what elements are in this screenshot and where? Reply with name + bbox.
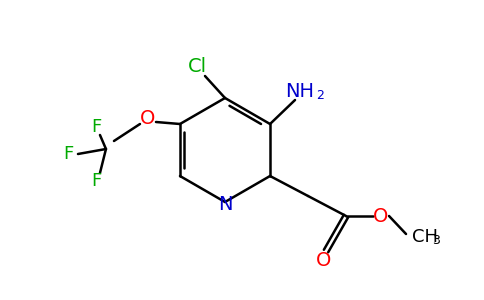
Text: N: N — [218, 194, 232, 214]
Text: O: O — [373, 206, 389, 226]
Text: 3: 3 — [432, 233, 440, 247]
Text: NH: NH — [286, 82, 315, 101]
Text: 2: 2 — [316, 89, 324, 103]
Text: F: F — [63, 145, 73, 163]
Text: Cl: Cl — [187, 56, 207, 76]
Text: O: O — [140, 110, 156, 128]
Text: F: F — [91, 172, 101, 190]
Text: F: F — [91, 118, 101, 136]
Text: O: O — [317, 251, 332, 271]
Text: CH: CH — [412, 228, 438, 246]
